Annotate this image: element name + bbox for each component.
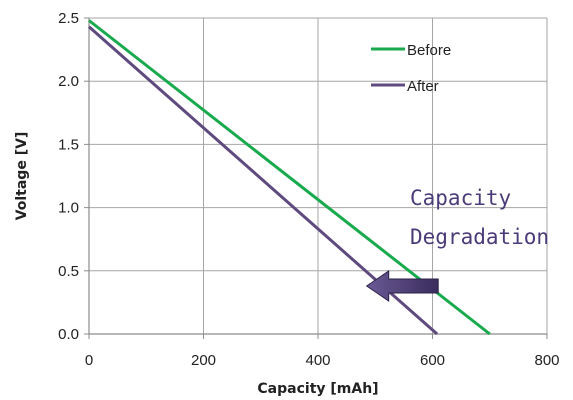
x-tick-label: 400 <box>305 352 330 369</box>
x-tick-label: 0 <box>85 352 93 369</box>
x-axis-title: Capacity [mAh] <box>257 381 378 397</box>
x-tick-label: 600 <box>420 352 445 369</box>
y-axis-title: Voltage [V] <box>14 132 30 221</box>
legend-label-after: After <box>407 78 439 95</box>
x-tick-label: 200 <box>191 352 216 369</box>
y-tick-label: 2.0 <box>58 73 79 90</box>
y-tick-label: 0.0 <box>58 326 79 343</box>
degradation-arrow-icon <box>365 270 439 302</box>
tick-labels: 0.0 0.5 1.0 1.5 2.0 2.5 0 200 400 600 800 <box>58 10 559 369</box>
x-tick-label: 800 <box>534 352 559 369</box>
y-tick-label: 1.5 <box>58 136 79 153</box>
y-tick-label: 1.0 <box>58 200 79 217</box>
y-tick-label: 2.5 <box>58 10 79 27</box>
y-tick-label: 0.5 <box>58 263 79 280</box>
axes <box>84 17 548 339</box>
legend: Before After <box>371 42 451 95</box>
grid <box>89 17 548 334</box>
capacity-degradation-annotation: Capacity Degradation <box>365 186 549 302</box>
annotation-line-2: Degradation <box>410 225 549 249</box>
annotation-line-1: Capacity <box>410 186 511 210</box>
legend-label-before: Before <box>407 42 451 59</box>
